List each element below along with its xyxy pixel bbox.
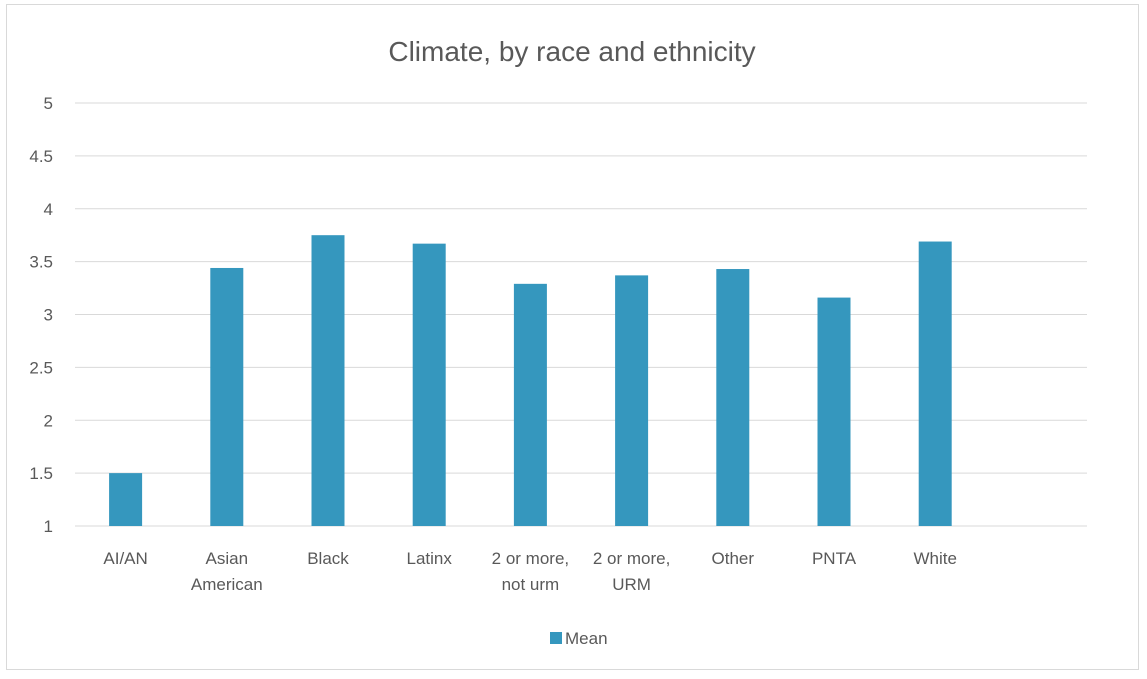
- bar-chart: Climate, by race and ethnicity 1 1.5 2 2.5 3…: [29, 36, 1087, 648]
- bar: [513, 283, 547, 526]
- x-tick-label: Black: [307, 549, 349, 568]
- bar: [311, 235, 345, 526]
- legend: Mean: [550, 629, 608, 648]
- x-tick-label: Asian: [206, 549, 249, 568]
- x-axis-tick-labels: AI/AN Asian American Black Latinx 2 or more, n…: [103, 549, 957, 594]
- bar: [615, 275, 649, 526]
- chart-title: Climate, by race and ethnicity: [388, 36, 755, 67]
- x-tick-label: 2 or more,: [492, 549, 569, 568]
- bar: [109, 473, 143, 526]
- bar: [817, 297, 851, 526]
- bar: [716, 269, 750, 526]
- y-tick-label: 4.5: [29, 147, 53, 166]
- y-axis-tick-labels: 1 1.5 2 2.5 3 3.5 4 4.5 5: [29, 94, 53, 536]
- y-tick-label: 2.5: [29, 358, 53, 377]
- y-tick-label: 1.5: [29, 464, 53, 483]
- x-tick-label: American: [191, 575, 263, 594]
- x-tick-label: Other: [712, 549, 755, 568]
- legend-label: Mean: [565, 629, 608, 648]
- legend-swatch: [550, 632, 562, 644]
- chart-container: Climate, by race and ethnicity 1 1.5 2 2.5 3…: [6, 4, 1139, 670]
- y-tick-label: 4: [44, 200, 53, 219]
- y-tick-label: 2: [44, 411, 53, 430]
- x-tick-label: AI/AN: [103, 549, 147, 568]
- bars: [109, 235, 952, 526]
- x-tick-label: White: [913, 549, 956, 568]
- bar: [210, 267, 244, 526]
- bar: [918, 241, 952, 526]
- x-tick-label: not urm: [502, 575, 560, 594]
- y-tick-label: 1: [44, 517, 53, 536]
- bar: [412, 243, 446, 526]
- x-tick-label: URM: [612, 575, 651, 594]
- y-tick-label: 3.5: [29, 253, 53, 272]
- x-tick-label: 2 or more,: [593, 549, 670, 568]
- y-tick-label: 5: [44, 94, 53, 113]
- x-tick-label: Latinx: [407, 549, 453, 568]
- y-tick-label: 3: [44, 306, 53, 325]
- x-tick-label: PNTA: [812, 549, 857, 568]
- gridlines: [75, 102, 1087, 527]
